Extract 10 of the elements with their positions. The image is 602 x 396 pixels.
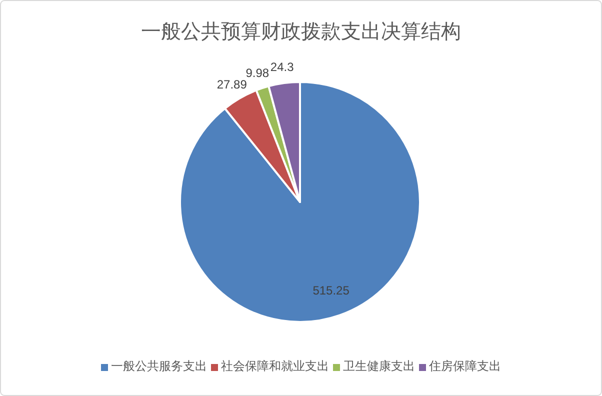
data-label: 9.98 [246,66,270,80]
data-label: 515.25 [312,283,350,298]
legend-label: 住房保障支出 [428,359,501,373]
data-label: 24.3 [270,60,294,74]
data-label: 27.89 [216,77,248,92]
legend-label: 社会保障和就业支出 [221,359,329,373]
legend-label: 卫生健康支出 [343,359,415,373]
pie-slice [179,81,421,323]
chart-title: 一般公共预算财政拨款支出决算结构 [141,21,461,43]
legend-label: 一般公共服务支出 [111,359,207,373]
